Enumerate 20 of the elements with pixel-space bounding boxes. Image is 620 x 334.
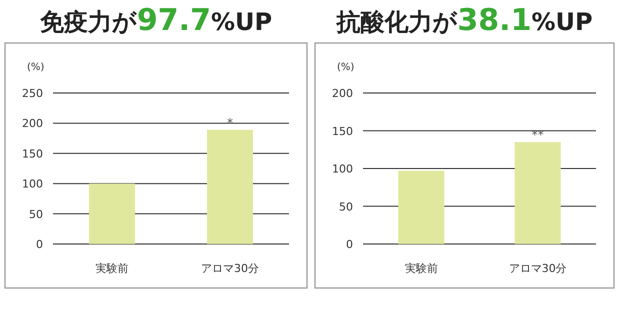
y-tick-label: 100	[22, 178, 43, 191]
x-tick-label: 実験前	[96, 262, 128, 275]
y-tick-label: 150	[332, 124, 353, 138]
y-tick-label: 100	[332, 162, 353, 176]
chart-title: 抗酸化力が38.1%UP	[335, 3, 593, 38]
x-tick-label: アロマ30分	[201, 262, 259, 275]
y-tick-label: 200	[332, 87, 353, 100]
y-tick-label: 150	[22, 147, 43, 160]
x-tick-label: 実験前	[404, 262, 438, 275]
y-axis-title: (%)	[27, 62, 44, 73]
y-tick-label: 250	[22, 87, 43, 100]
y-axis-title: (%)	[337, 62, 354, 73]
annotation: **	[532, 128, 544, 142]
y-tick-label: 50	[339, 200, 353, 214]
y-tick-label: 0	[36, 238, 43, 251]
y-tick-label: 50	[29, 208, 43, 221]
y-tick-label: 200	[22, 117, 43, 130]
y-tick-label: 0	[346, 238, 353, 251]
chart-title: 免疫力が97.7%UP	[38, 3, 272, 38]
x-tick-label: アロマ30分	[508, 262, 567, 275]
